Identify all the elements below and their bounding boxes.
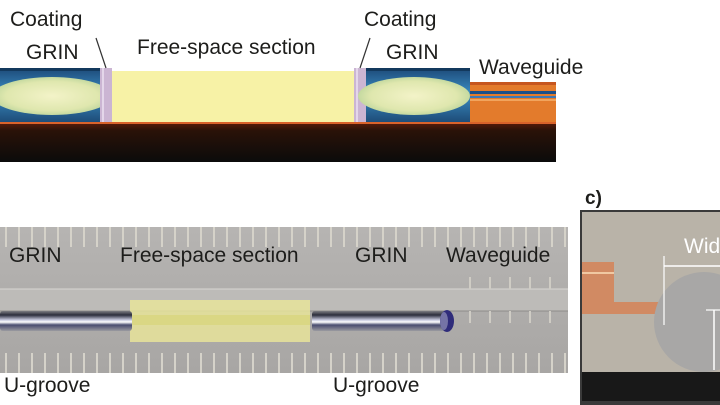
panel-c-label: c) (585, 188, 602, 209)
grin-core-left (0, 77, 112, 115)
label-coating-left: Coating (10, 8, 83, 31)
panel-a-schematic (0, 37, 556, 162)
waveguide-block (470, 82, 556, 122)
free-space-section (112, 71, 356, 122)
label-coating-right: Coating (364, 8, 437, 31)
label-grin-right-a: GRIN (386, 41, 439, 64)
grin-core-right (358, 77, 470, 115)
label-free-space-a: Free-space section (137, 36, 316, 59)
label-grin-right-b: GRIN (355, 244, 408, 267)
label-width: Wid (684, 235, 720, 258)
waveguide-core-line-1 (470, 91, 556, 94)
label-free-space-b: Free-space section (120, 244, 299, 267)
label-grin-left-b: GRIN (9, 244, 62, 267)
leader-coating-left (95, 37, 107, 69)
cross-section-base (582, 372, 720, 401)
substrate (0, 120, 556, 162)
grin-rod-left (0, 311, 132, 331)
label-ugroove-left: U-groove (4, 374, 91, 397)
grin-rod-right (312, 311, 448, 331)
cross-section-layer (582, 262, 614, 314)
label-ugroove-right: U-groove (333, 374, 420, 397)
label-waveguide-a: Waveguide (479, 56, 584, 79)
leader-coating-right (359, 37, 371, 69)
coating-left (100, 68, 112, 122)
waveguide-core-line-2 (470, 96, 556, 98)
fiber-cross-section (654, 272, 720, 372)
panel-c-cross-section (580, 210, 720, 405)
panel-b-photo (0, 227, 568, 373)
label-grin-left-a: GRIN (26, 41, 79, 64)
label-waveguide-b: Waveguide (446, 244, 551, 267)
